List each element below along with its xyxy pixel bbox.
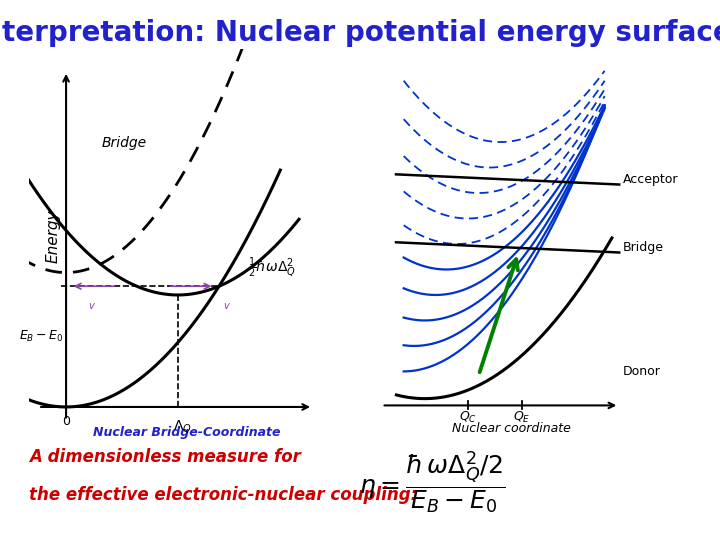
Text: $v$: $v$: [89, 301, 96, 310]
Text: Bridge: Bridge: [102, 136, 147, 150]
Text: the effective electronic-nuclear coupling:: the effective electronic-nuclear couplin…: [29, 485, 417, 503]
Text: A dimensionless measure for: A dimensionless measure for: [29, 448, 301, 465]
Text: Nuclear Bridge-Coordinate: Nuclear Bridge-Coordinate: [94, 426, 281, 439]
Text: Interpretation: Nuclear potential energy surfaces: Interpretation: Nuclear potential energy…: [0, 19, 720, 47]
Text: Bridge: Bridge: [623, 241, 664, 254]
Text: $Q_C$: $Q_C$: [459, 410, 477, 425]
Text: $\eta = \dfrac{\hbar\,\omega\Delta_Q^2/2}{E_B - E_0}$: $\eta = \dfrac{\hbar\,\omega\Delta_Q^2/2…: [359, 450, 505, 516]
Text: Acceptor: Acceptor: [623, 173, 678, 186]
Text: $v$: $v$: [222, 301, 230, 310]
Text: Energy: Energy: [45, 210, 60, 264]
Text: Donor: Donor: [623, 365, 661, 378]
Text: $E_B-E_0$: $E_B-E_0$: [19, 329, 64, 344]
Text: $Q_E$: $Q_E$: [513, 410, 531, 425]
Text: $\Lambda_Q$: $\Lambda_Q$: [173, 418, 192, 435]
Text: 0: 0: [62, 415, 70, 428]
Text: $\frac{1}{2}\hbar\omega\Delta_Q^2$: $\frac{1}{2}\hbar\omega\Delta_Q^2$: [248, 255, 296, 280]
Text: Nuclear coordinate: Nuclear coordinate: [451, 422, 571, 435]
